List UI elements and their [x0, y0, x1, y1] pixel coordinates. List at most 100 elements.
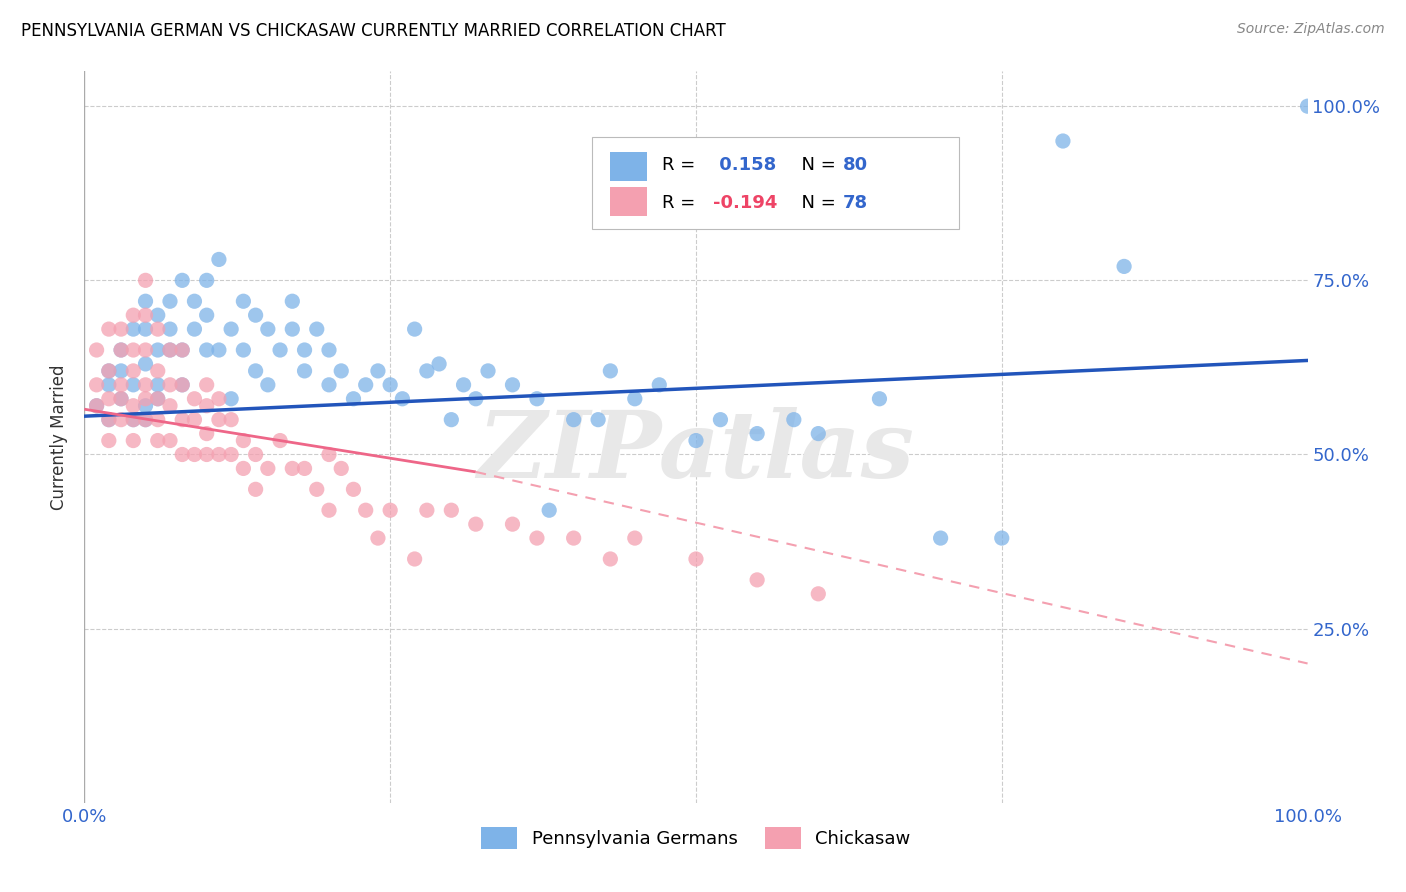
Point [172, 377, 194, 392]
Text: R =: R = [662, 194, 700, 212]
Point [232, 461, 254, 475]
Point [526, 392, 548, 406]
Point [195, 308, 218, 322]
Point [869, 392, 891, 406]
Point [624, 531, 647, 545]
Text: R =: R = [662, 156, 700, 174]
Point [586, 412, 609, 426]
Point [318, 343, 340, 357]
Point [342, 392, 364, 406]
Y-axis label: Currently Married: Currently Married [51, 364, 69, 510]
Point [135, 399, 157, 413]
Point [146, 412, 169, 426]
Point [404, 552, 426, 566]
Point [807, 587, 830, 601]
Point [146, 322, 169, 336]
Point [122, 377, 145, 392]
Point [172, 377, 194, 392]
Point [135, 412, 157, 426]
Text: 80: 80 [842, 156, 868, 174]
Point [97, 364, 120, 378]
Point [122, 343, 145, 357]
Point [110, 392, 132, 406]
Point [464, 392, 486, 406]
Text: -0.194: -0.194 [713, 194, 778, 212]
Point [146, 392, 169, 406]
Point [1114, 260, 1136, 274]
Point [330, 461, 353, 475]
Point [135, 357, 157, 371]
Point [477, 364, 499, 378]
Point [146, 392, 169, 406]
Point [599, 364, 621, 378]
Point [318, 377, 340, 392]
Point [232, 343, 254, 357]
Legend: Pennsylvania Germans, Chickasaw: Pennsylvania Germans, Chickasaw [474, 820, 918, 856]
Point [135, 322, 157, 336]
Point [219, 448, 242, 462]
Point [159, 399, 181, 413]
Point [416, 503, 439, 517]
Point [294, 461, 316, 475]
Point [747, 426, 769, 441]
Point [294, 343, 316, 357]
Point [208, 252, 231, 267]
Point [208, 343, 231, 357]
Point [135, 343, 157, 357]
Point [195, 399, 218, 413]
Point [453, 377, 475, 392]
Point [183, 294, 205, 309]
Point [281, 322, 304, 336]
Point [86, 343, 108, 357]
Point [146, 343, 169, 357]
Point [354, 503, 377, 517]
Point [159, 343, 181, 357]
Point [110, 412, 132, 426]
Point [219, 322, 242, 336]
Point [747, 573, 769, 587]
Point [172, 412, 194, 426]
Point [159, 377, 181, 392]
Point [318, 503, 340, 517]
Point [257, 461, 280, 475]
Point [330, 364, 353, 378]
Point [709, 412, 731, 426]
FancyBboxPatch shape [610, 152, 647, 181]
Point [183, 412, 205, 426]
Point [245, 364, 267, 378]
Point [195, 377, 218, 392]
Point [783, 412, 806, 426]
Point [427, 357, 450, 371]
Point [135, 377, 157, 392]
Point [159, 434, 181, 448]
Point [318, 448, 340, 462]
Point [245, 448, 267, 462]
Point [367, 364, 389, 378]
Point [122, 412, 145, 426]
Point [97, 364, 120, 378]
Point [122, 364, 145, 378]
Text: 0.158: 0.158 [713, 156, 776, 174]
Point [146, 377, 169, 392]
Point [135, 412, 157, 426]
Point [538, 503, 561, 517]
Point [86, 377, 108, 392]
Point [526, 531, 548, 545]
Text: N =: N = [790, 194, 842, 212]
Point [502, 517, 524, 532]
Text: PENNSYLVANIA GERMAN VS CHICKASAW CURRENTLY MARRIED CORRELATION CHART: PENNSYLVANIA GERMAN VS CHICKASAW CURRENT… [21, 22, 725, 40]
Point [183, 392, 205, 406]
Point [257, 322, 280, 336]
Point [562, 412, 585, 426]
Point [257, 377, 280, 392]
Point [159, 343, 181, 357]
Point [294, 364, 316, 378]
Point [195, 426, 218, 441]
Point [269, 343, 291, 357]
Point [146, 364, 169, 378]
Point [440, 503, 463, 517]
Point [110, 322, 132, 336]
Point [195, 273, 218, 287]
Point [172, 343, 194, 357]
Point [159, 322, 181, 336]
